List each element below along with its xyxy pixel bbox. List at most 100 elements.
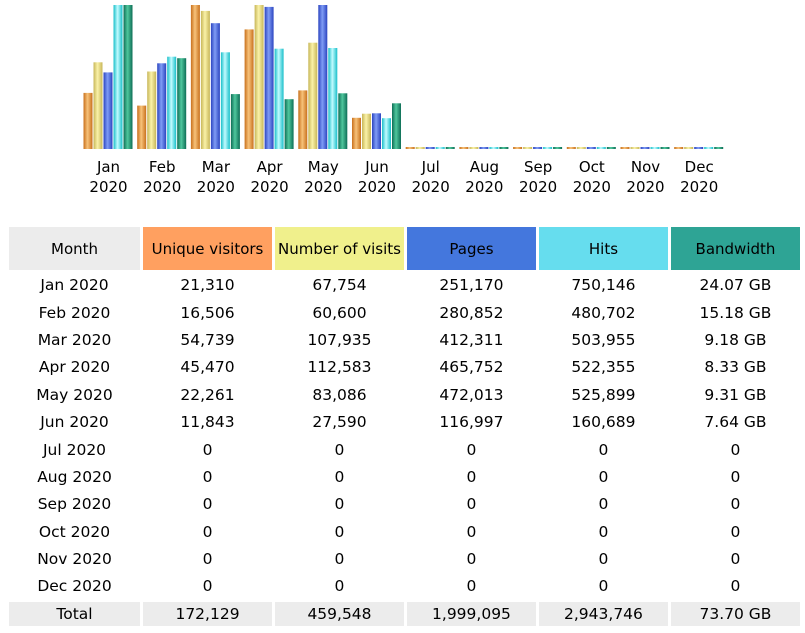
cell-pages: 412,311 — [439, 330, 504, 349]
x-tick-month: Feb — [149, 158, 176, 176]
cell-hits: 750,146 — [571, 276, 636, 295]
bar-visits-dec — [684, 147, 694, 149]
x-tick-year: 2020 — [626, 178, 664, 196]
bar-unique-jul — [405, 147, 415, 149]
bar-pages-oct — [586, 147, 596, 149]
table-row: Dec 2020 0 0 0 0 0 — [9, 574, 800, 598]
cell-hits: 0 — [598, 550, 609, 569]
x-tick-month: Mar — [202, 158, 231, 176]
bar-hits-sep — [543, 147, 553, 149]
bar-bandwidth-dec — [714, 147, 724, 149]
bar-pages-jun — [372, 113, 381, 149]
x-tick-month: Oct — [579, 158, 605, 176]
total-bandwidth: 73.70 GB — [670, 601, 800, 626]
table-row: Jun 2020 11,843 27,590 116,997 160,689 7.64 G… — [9, 410, 800, 434]
cell-visits: 107,935 — [307, 330, 372, 349]
bar-bandwidth-may — [338, 93, 348, 149]
cell-hits: 160,689 — [571, 413, 636, 432]
bar-bandwidth-oct — [606, 147, 616, 149]
total-number-of-visits: 459,548 — [275, 601, 404, 626]
bar-bandwidth-jul — [445, 147, 455, 149]
cell-visits: 67,754 — [312, 276, 367, 295]
bar-bandwidth-aug — [499, 147, 509, 149]
bar-visits-jul — [415, 147, 425, 149]
header-pages: Pages — [406, 227, 536, 270]
monthly-history-table: Month Unique visitors Number of visits P… — [6, 224, 803, 629]
bar-visits-apr — [254, 5, 264, 149]
bar-pages-apr — [264, 6, 274, 150]
bar-hits-mar — [220, 52, 230, 149]
x-tick-month: Apr — [257, 158, 284, 176]
table-body: Jan 2020 21,310 67,754 251,170 750,146 24.07 … — [9, 273, 800, 599]
cell-month: Jul 2020 — [42, 440, 107, 459]
table-total-row: Total 172,129 459,548 1,999,095 2,943,74… — [9, 601, 800, 626]
bar-hits-jun — [382, 118, 391, 149]
cell-visits: 60,600 — [312, 303, 367, 322]
cell-unique: 45,470 — [180, 358, 235, 377]
bar-bandwidth-jun — [392, 103, 401, 149]
bar-bandwidth-apr — [284, 99, 294, 149]
cell-unique: 22,261 — [180, 385, 235, 404]
cell-month: Nov 2020 — [37, 550, 112, 569]
cell-bandwidth: 0 — [730, 550, 741, 569]
cell-bandwidth: 0 — [730, 495, 741, 514]
cell-visits: 0 — [334, 550, 345, 569]
cell-unique: 21,310 — [180, 276, 235, 295]
x-tick-month: Dec — [685, 158, 714, 176]
x-tick-year: 2020 — [197, 178, 235, 196]
cell-visits: 0 — [334, 467, 345, 486]
cell-unique: 0 — [202, 577, 213, 596]
bar-unique-dec — [674, 147, 684, 149]
bar-unique-sep — [513, 147, 523, 149]
bar-visits-feb — [147, 71, 157, 149]
x-tick-year: 2020 — [465, 178, 503, 196]
bar-pages-sep — [533, 147, 543, 149]
x-tick-month: Jul — [421, 158, 440, 176]
table-row: Mar 2020 54,739 107,935 412,311 503,955 9.18 … — [9, 328, 800, 352]
bar-hits-may — [328, 48, 338, 149]
cell-unique: 0 — [202, 440, 213, 459]
cell-visits: 0 — [334, 577, 345, 596]
table-row: Nov 2020 0 0 0 0 0 — [9, 547, 800, 571]
cell-bandwidth: 24.07 GB — [699, 276, 772, 295]
table-header-row: Month Unique visitors Number of visits P… — [9, 227, 800, 270]
cell-month: Mar 2020 — [37, 330, 112, 349]
bar-pages-feb — [157, 63, 167, 149]
bar-unique-jan — [83, 92, 93, 149]
bar-pages-nov — [640, 147, 650, 149]
cell-month: Oct 2020 — [38, 522, 111, 541]
cell-pages: 280,852 — [439, 303, 504, 322]
bar-pages-jul — [425, 147, 435, 149]
x-tick-year: 2020 — [304, 178, 342, 196]
bar-hits-dec — [704, 147, 714, 149]
table-row: Apr 2020 45,470 112,583 465,752 522,355 8.33 … — [9, 355, 800, 379]
cell-month: May 2020 — [36, 385, 113, 404]
bar-pages-dec — [694, 147, 704, 149]
x-tick-year: 2020 — [680, 178, 718, 196]
table-row: Jan 2020 21,310 67,754 251,170 750,146 24.07 … — [9, 273, 800, 297]
cell-month: Sep 2020 — [37, 495, 112, 514]
total-hits: 2,943,746 — [538, 601, 668, 626]
cell-visits: 0 — [334, 440, 345, 459]
cell-bandwidth: 9.18 GB — [704, 330, 767, 349]
x-tick-month: Nov — [631, 158, 660, 176]
bar-visits-jun — [362, 113, 371, 149]
cell-pages: 116,997 — [439, 413, 504, 432]
cell-month: Jan 2020 — [40, 276, 109, 295]
header-number-of-visits: Number of visits — [275, 227, 404, 270]
cell-unique: 0 — [202, 495, 213, 514]
bar-visits-mar — [200, 10, 210, 150]
cell-month: Apr 2020 — [38, 358, 111, 377]
cell-pages: 472,013 — [439, 385, 504, 404]
x-tick-month: Sep — [524, 158, 552, 176]
cell-month: Feb 2020 — [38, 303, 111, 322]
header-month: Month — [9, 227, 141, 270]
bar-visits-sep — [523, 147, 533, 149]
bar-unique-mar — [190, 5, 200, 149]
cell-hits: 0 — [598, 577, 609, 596]
bar-visits-aug — [469, 147, 479, 149]
cell-hits: 0 — [598, 522, 609, 541]
bar-hits-aug — [489, 147, 499, 149]
x-tick-year: 2020 — [412, 178, 450, 196]
header-unique-visitors: Unique visitors — [143, 227, 272, 270]
